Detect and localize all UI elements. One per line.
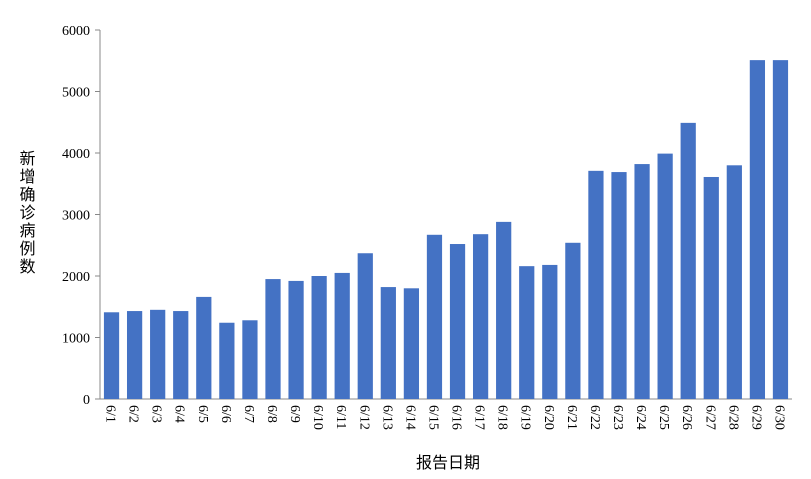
bar [588, 170, 604, 399]
x-tick-label: 6/18 [495, 405, 510, 430]
bar [449, 244, 466, 399]
y-tick-label: 6000 [62, 24, 90, 39]
bar [496, 221, 512, 399]
bar [219, 322, 235, 399]
x-tick-label: 6/12 [356, 405, 371, 430]
x-tick-label: 6/26 [679, 405, 694, 430]
bar [334, 272, 350, 399]
y-tick-label: 5000 [62, 86, 90, 101]
x-tick-label: 6/29 [748, 405, 763, 430]
y-axis-label: 新增确诊病例数 [17, 150, 36, 276]
x-tick-label: 6/5 [195, 405, 210, 423]
bar [196, 296, 212, 399]
x-tick-label: 6/19 [518, 405, 533, 430]
x-tick-label: 6/2 [126, 405, 141, 423]
x-tick-label: 6/25 [656, 405, 671, 430]
bar [426, 234, 443, 399]
bar [611, 172, 627, 399]
bar [542, 264, 558, 399]
bar [657, 153, 673, 399]
bar [288, 280, 304, 399]
x-tick-label: 6/7 [241, 405, 256, 423]
x-tick-label: 6/3 [149, 405, 164, 423]
bar [357, 253, 373, 399]
bar [472, 234, 489, 399]
x-tick-label: 6/30 [771, 405, 786, 430]
bar [242, 320, 258, 399]
bar [150, 309, 166, 399]
y-tick-label: 0 [83, 393, 90, 408]
x-tick-label: 6/15 [425, 405, 440, 430]
bar [126, 311, 143, 399]
bar [103, 312, 120, 399]
bar [265, 279, 281, 399]
x-tick-label: 6/9 [287, 405, 302, 423]
bar [565, 242, 581, 399]
y-tick-label: 1000 [62, 332, 90, 347]
x-tick-label: 6/24 [633, 405, 648, 430]
x-tick-label: 6/8 [264, 405, 279, 423]
y-tick-label: 3000 [62, 209, 90, 224]
x-tick-label: 6/21 [564, 405, 579, 430]
bar [519, 266, 535, 399]
y-tick-label: 4000 [62, 147, 90, 162]
bar [680, 122, 696, 400]
x-axis-label: 报告日期 [416, 454, 480, 472]
x-tick-label: 6/11 [333, 405, 348, 429]
x-tick-label: 6/6 [218, 405, 233, 423]
x-tick-label: 6/10 [310, 405, 325, 430]
bar [703, 176, 719, 399]
x-tick-label: 6/20 [541, 405, 556, 430]
x-tick-label: 6/14 [402, 405, 417, 430]
x-tick-label: 6/13 [379, 405, 394, 430]
bar [634, 164, 650, 399]
x-tick-label: 6/4 [172, 405, 187, 423]
bar [311, 276, 327, 399]
bar [403, 288, 420, 399]
bar [749, 60, 766, 399]
bar [726, 165, 742, 399]
x-tick-label: 6/28 [725, 405, 740, 430]
x-tick-label: 6/23 [610, 405, 625, 430]
bar [772, 60, 789, 399]
x-tick-label: 6/1 [103, 405, 118, 423]
x-tick-label: 6/17 [472, 405, 487, 430]
bar [173, 311, 189, 399]
x-tick-label: 6/22 [587, 405, 602, 430]
x-tick-label: 6/16 [449, 405, 464, 430]
bar [380, 287, 396, 399]
y-tick-label: 2000 [62, 270, 90, 285]
x-tick-label: 6/27 [702, 405, 717, 430]
